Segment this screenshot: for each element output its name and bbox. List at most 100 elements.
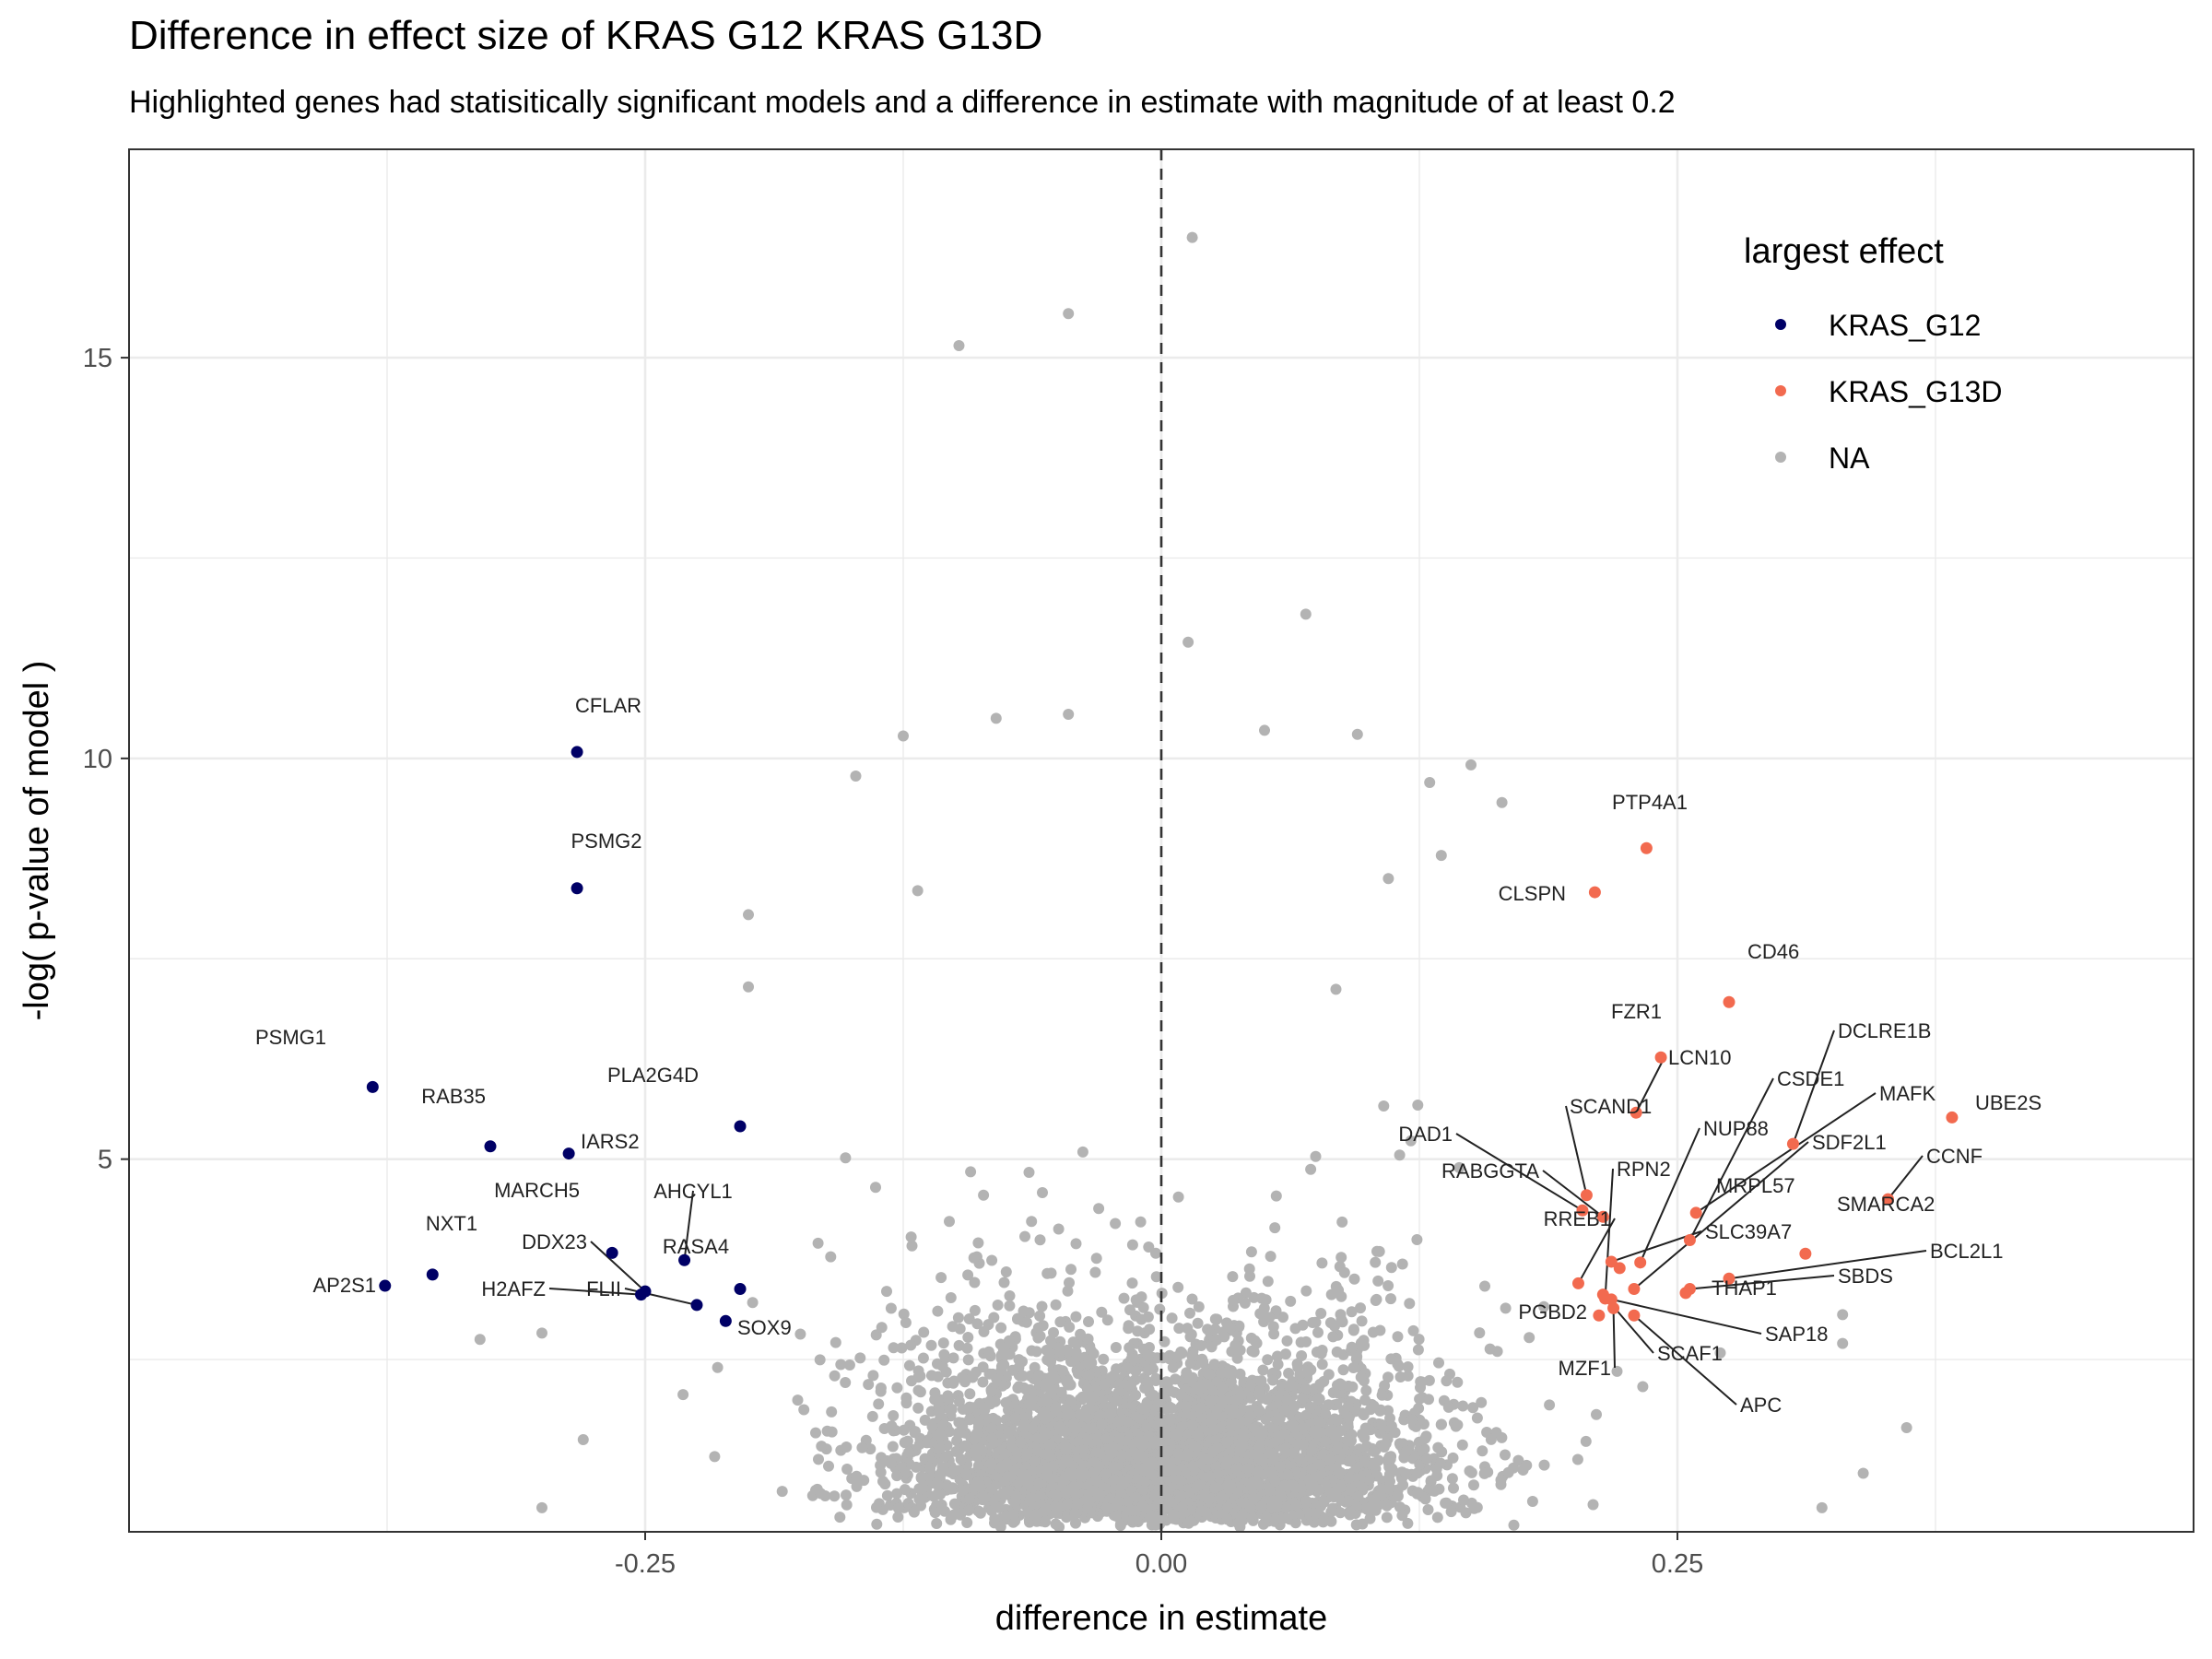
background-point [1306, 1463, 1318, 1475]
background-point [1333, 1284, 1345, 1296]
background-point [1290, 1500, 1302, 1512]
background-point [747, 1297, 759, 1309]
point-ahcyl1 [678, 1253, 691, 1266]
background-point [1345, 1483, 1357, 1495]
background-point [1118, 1292, 1130, 1304]
legend-title: largest effect [1744, 232, 1944, 271]
background-point [1294, 1453, 1306, 1465]
background-point [901, 1435, 913, 1447]
background-point [1637, 1381, 1649, 1393]
background-point [1137, 1500, 1149, 1512]
background-point [1223, 1483, 1235, 1495]
background-point [1009, 1412, 1021, 1424]
background-point [912, 885, 924, 897]
background-point [1445, 1506, 1457, 1518]
background-point [1186, 1418, 1198, 1430]
background-point [1186, 1349, 1198, 1361]
background-point [1004, 1300, 1016, 1312]
point-thap1 [1679, 1287, 1692, 1300]
background-point [1373, 1245, 1385, 1257]
background-point [1320, 1408, 1332, 1420]
background-point [1714, 1347, 1726, 1359]
background-point [1343, 1412, 1355, 1424]
background-point [1526, 1496, 1538, 1507]
background-point [1479, 1280, 1490, 1292]
label-clspn: CLSPN [1499, 882, 1566, 905]
background-point [1477, 1445, 1488, 1457]
background-point [1099, 1379, 1111, 1391]
background-point [1435, 850, 1447, 862]
background-point [1082, 1502, 1093, 1514]
background-point [1218, 1331, 1230, 1343]
background-point [1240, 1287, 1252, 1299]
background-point [1253, 1388, 1265, 1400]
background-point [1036, 1300, 1048, 1312]
background-point [905, 1339, 917, 1351]
point-ptp4a1 [1640, 841, 1653, 854]
background-point [1375, 1418, 1387, 1430]
background-point [1363, 1474, 1375, 1486]
background-point [1062, 1285, 1074, 1297]
background-point [1524, 1332, 1535, 1344]
background-point [974, 1442, 986, 1454]
background-point [1278, 1404, 1290, 1416]
label-h2afz: H2AFZ [481, 1277, 546, 1300]
background-point [1331, 1415, 1343, 1427]
background-point [1544, 1399, 1556, 1411]
background-point [1150, 1271, 1162, 1283]
background-point [1289, 1517, 1301, 1529]
background-point [871, 1501, 882, 1513]
background-point [957, 1371, 969, 1383]
background-point [1059, 1426, 1071, 1438]
label-mafk: MAFK [1879, 1082, 1936, 1105]
background-point [986, 1254, 998, 1266]
background-point [944, 1216, 955, 1228]
background-point [935, 1272, 947, 1284]
background-point [1070, 1238, 1082, 1250]
background-point [1176, 1501, 1188, 1513]
background-point [1182, 1323, 1194, 1335]
background-point [924, 1463, 936, 1475]
background-point [1296, 1350, 1308, 1361]
point-sap18 [1605, 1293, 1618, 1306]
label-slc39a7: SLC39A7 [1705, 1220, 1792, 1243]
background-point [896, 1342, 908, 1354]
background-point [1294, 1369, 1306, 1381]
background-point [1053, 1223, 1065, 1235]
background-point [1538, 1459, 1550, 1471]
background-point [1072, 1368, 1084, 1380]
background-point [1096, 1306, 1108, 1318]
background-point [1054, 1316, 1066, 1328]
background-point [1500, 1302, 1512, 1314]
background-point [1358, 1409, 1370, 1421]
background-point [959, 1440, 971, 1452]
background-point [952, 1312, 964, 1324]
background-point [1270, 1190, 1282, 1202]
y-tick-label: 15 [83, 344, 112, 373]
background-point [1124, 1342, 1135, 1354]
background-point [1446, 1473, 1458, 1485]
point-scand1 [1580, 1189, 1593, 1202]
label-mzf1: MZF1 [1559, 1357, 1611, 1380]
point-iars2 [562, 1147, 575, 1160]
background-point [1382, 873, 1394, 885]
background-point [1088, 1391, 1100, 1403]
background-point [1347, 1324, 1359, 1335]
background-point [1019, 1230, 1030, 1242]
background-point [1218, 1394, 1230, 1406]
background-point [891, 1470, 903, 1482]
background-point [1190, 1441, 1202, 1453]
background-point [1382, 1280, 1394, 1291]
background-point [1220, 1437, 1232, 1449]
background-point [1272, 1359, 1284, 1371]
background-point [840, 1152, 852, 1164]
background-point [1361, 1503, 1373, 1515]
background-point [985, 1386, 997, 1397]
background-point [1003, 1335, 1015, 1347]
point-fzr1 [1654, 1051, 1667, 1064]
background-point [1512, 1454, 1524, 1466]
background-point [1186, 1293, 1198, 1305]
label-sox9: SOX9 [737, 1316, 792, 1339]
legend: largest effect KRAS_G12 KRAS_G13D NA [1744, 232, 2003, 475]
background-point [1316, 1257, 1328, 1269]
